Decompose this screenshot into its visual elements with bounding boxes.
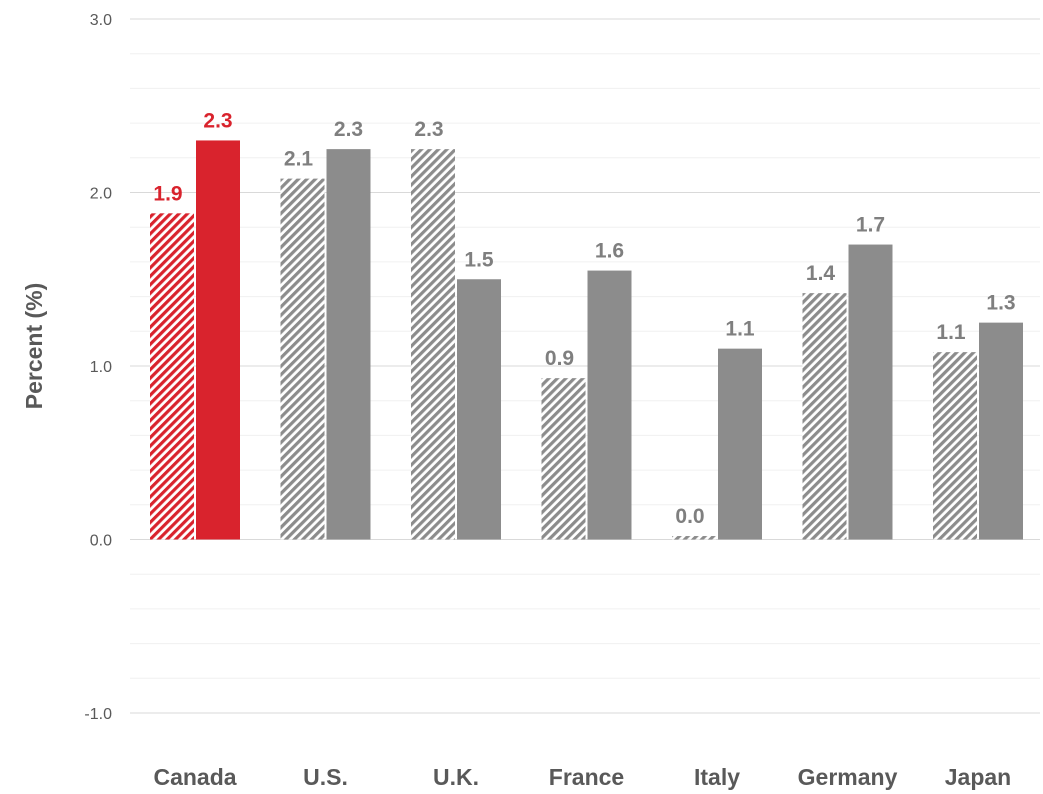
data-label: 1.3 — [986, 292, 1015, 315]
data-label: 1.7 — [856, 214, 885, 237]
y-tick-label: 1.0 — [90, 359, 112, 376]
x-category-label: Germany — [798, 764, 898, 790]
data-label: 1.1 — [725, 318, 755, 341]
bar-canada-hatched — [150, 213, 194, 540]
bar-canada-solid — [196, 140, 240, 540]
data-label: 0.0 — [675, 505, 704, 528]
data-label: 2.1 — [284, 148, 314, 171]
data-label: 1.5 — [464, 248, 494, 271]
bars — [150, 140, 1023, 540]
y-tick-label: 2.0 — [90, 186, 112, 203]
data-label: 1.1 — [936, 321, 966, 344]
gridlines — [130, 18, 1040, 714]
bar-italy-hatched — [672, 536, 716, 540]
data-label: 2.3 — [414, 118, 443, 141]
bar-germany-solid — [848, 244, 893, 540]
x-axis-categories: Canada U.S. U.K. France Italy Germany Japan — [153, 764, 1011, 790]
x-category-label: U.S. — [303, 764, 348, 790]
data-label: 1.4 — [806, 262, 836, 285]
bar-us-hatched — [280, 178, 325, 540]
data-label: 2.3 — [203, 109, 232, 132]
x-category-label: France — [549, 764, 624, 790]
bar-uk-hatched — [411, 149, 455, 540]
x-category-label: Canada — [153, 764, 236, 790]
data-labels: 1.9 2.3 2.1 2.3 2.3 1.5 0.9 1.6 0.0 1.1 1.4 1.7 1.1 1… — [153, 109, 1015, 528]
y-tick-label: 3.0 — [90, 12, 112, 29]
bar-japan-solid — [979, 322, 1023, 540]
bar-france-solid — [587, 270, 632, 540]
bar-uk-solid — [457, 279, 501, 540]
y-tick-label: -1.0 — [84, 706, 112, 723]
data-label: 1.9 — [153, 182, 182, 205]
y-axis-title: Percent (%) — [21, 283, 47, 410]
data-label: 1.6 — [595, 240, 624, 263]
data-label: 0.9 — [545, 347, 574, 370]
x-category-label: Italy — [694, 764, 740, 790]
x-category-label: U.K. — [433, 764, 479, 790]
data-label: 2.3 — [334, 118, 363, 141]
bar-france-hatched — [541, 378, 586, 540]
x-category-label: Japan — [945, 764, 1011, 790]
y-axis-ticks: 3.0 2.0 1.0 0.0 -1.0 — [84, 12, 112, 723]
bar-us-solid — [326, 149, 371, 540]
y-tick-label: 0.0 — [90, 533, 112, 550]
bar-germany-hatched — [802, 293, 847, 540]
bar-japan-hatched — [933, 352, 977, 540]
bar-italy-solid — [718, 348, 762, 540]
